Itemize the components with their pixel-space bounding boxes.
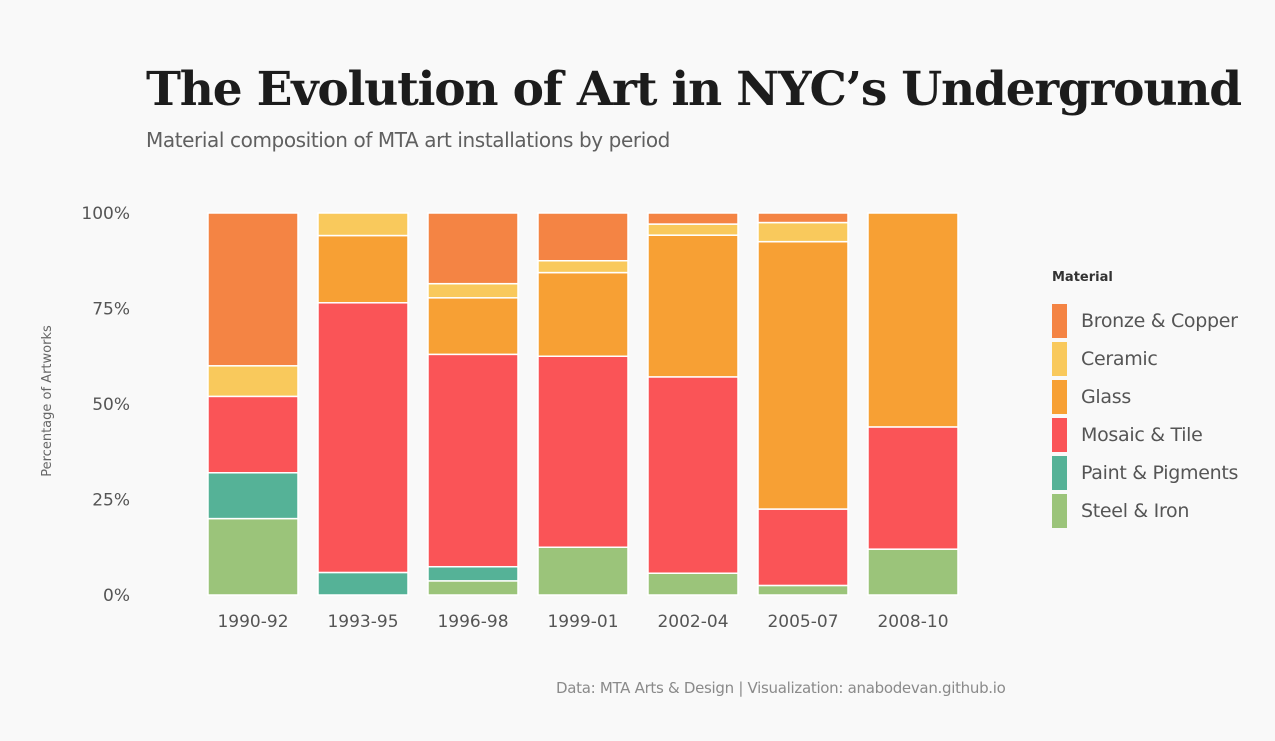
x-tick-label: 1993-95 xyxy=(327,612,398,632)
bar-segment-bronze-and-copper xyxy=(427,212,519,285)
bar-segment-bronze-and-copper xyxy=(757,212,849,224)
bar-stack-2008-10 xyxy=(867,212,959,596)
bar-segment-steel-and-iron xyxy=(647,572,739,596)
bar-segment-mosaic-and-tile xyxy=(647,376,739,574)
legend-swatch xyxy=(1052,456,1067,490)
bar-segment-bronze-and-copper xyxy=(537,212,629,262)
bar-segment-steel-and-iron xyxy=(867,548,959,596)
bar-stack-2002-04 xyxy=(647,212,739,596)
y-axis: 0% 25% 50% 75% 100% xyxy=(81,204,130,606)
bar-segment-ceramic xyxy=(757,221,849,243)
legend-item-paint-and-pigments: Paint & Pigments xyxy=(1052,454,1238,492)
x-tick-label: 1999-01 xyxy=(547,612,618,632)
bar-segment-steel-and-iron xyxy=(757,584,849,596)
bar-segment-glass xyxy=(537,271,629,358)
y-tick-label: 25% xyxy=(92,491,130,511)
bar-segment-mosaic-and-tile xyxy=(757,508,849,587)
bar-segment-steel-and-iron xyxy=(207,517,299,596)
bar-stack-1999-01 xyxy=(537,212,629,596)
legend-swatch xyxy=(1052,494,1067,528)
bar-segment-steel-and-iron xyxy=(427,580,519,596)
bar-segment-mosaic-and-tile xyxy=(317,302,409,574)
legend-swatch xyxy=(1052,304,1067,338)
bar-segment-glass xyxy=(317,234,409,304)
bar-segment-glass xyxy=(427,297,519,356)
legend-label: Mosaic & Tile xyxy=(1081,424,1203,446)
bar-segment-steel-and-iron xyxy=(537,546,629,596)
bar-segment-paint-and-pigments xyxy=(207,472,299,520)
chart-title: The Evolution of Art in NYC’s Undergroun… xyxy=(146,62,1242,117)
bar-segment-ceramic xyxy=(647,223,739,236)
bars xyxy=(207,212,959,596)
bar-segment-bronze-and-copper xyxy=(647,212,739,225)
legend-label: Bronze & Copper xyxy=(1081,310,1238,332)
bar-segment-ceramic xyxy=(427,282,519,299)
bar-segment-mosaic-and-tile xyxy=(427,353,519,568)
x-axis: 1990-92 1993-95 1996-98 1999-01 2002-04 2005-… xyxy=(217,612,948,632)
legend-item-ceramic: Ceramic xyxy=(1052,340,1238,378)
legend-swatch xyxy=(1052,380,1067,414)
footer-credit: Data: MTA Arts & Design | Visualization:… xyxy=(556,679,1006,697)
legend-label: Glass xyxy=(1081,386,1131,408)
legend-label: Paint & Pigments xyxy=(1081,462,1239,484)
y-tick-label: 75% xyxy=(92,300,130,320)
legend-title: Material xyxy=(1052,270,1113,285)
bar-segment-ceramic xyxy=(537,260,629,274)
bar-segment-ceramic xyxy=(207,365,299,398)
legend-swatch xyxy=(1052,342,1067,376)
bar-segment-ceramic xyxy=(317,212,409,237)
y-axis-label: Percentage of Artworks xyxy=(40,325,55,477)
x-tick-label: 2005-07 xyxy=(767,612,838,632)
bar-segment-glass xyxy=(867,212,959,428)
x-tick-label: 2008-10 xyxy=(877,612,948,632)
bar-segment-paint-and-pigments xyxy=(317,571,409,596)
bar-segment-paint-and-pigments xyxy=(427,565,519,582)
bar-segment-glass xyxy=(647,234,739,378)
y-tick-label: 0% xyxy=(103,586,130,606)
bar-stack-1996-98 xyxy=(427,212,519,596)
bar-stack-2005-07 xyxy=(757,212,849,596)
legend-item-mosaic-and-tile: Mosaic & Tile xyxy=(1052,416,1238,454)
bar-stack-1993-95 xyxy=(317,212,409,596)
bar-segment-mosaic-and-tile xyxy=(537,355,629,548)
chart-subtitle: Material composition of MTA art installa… xyxy=(146,128,670,152)
x-tick-label: 1996-98 xyxy=(437,612,508,632)
legend-item-glass: Glass xyxy=(1052,378,1238,416)
legend-item-steel-and-iron: Steel & Iron xyxy=(1052,492,1238,530)
x-tick-label: 1990-92 xyxy=(217,612,288,632)
legend-label: Steel & Iron xyxy=(1081,500,1190,522)
legend: Material Bronze & Copper Ceramic Glass Mosa… xyxy=(1052,270,1238,530)
bar-stack-1990-92 xyxy=(207,212,299,596)
bar-segment-mosaic-and-tile xyxy=(207,395,299,474)
bar-segment-mosaic-and-tile xyxy=(867,426,959,550)
legend-swatch xyxy=(1052,418,1067,452)
y-tick-label: 100% xyxy=(81,204,130,224)
x-tick-label: 2002-04 xyxy=(657,612,728,632)
y-tick-label: 50% xyxy=(92,395,130,415)
legend-label: Ceramic xyxy=(1081,348,1158,370)
bar-segment-bronze-and-copper xyxy=(207,212,299,367)
bar-segment-glass xyxy=(757,240,849,510)
legend-item-bronze-and-copper: Bronze & Copper xyxy=(1052,302,1238,340)
